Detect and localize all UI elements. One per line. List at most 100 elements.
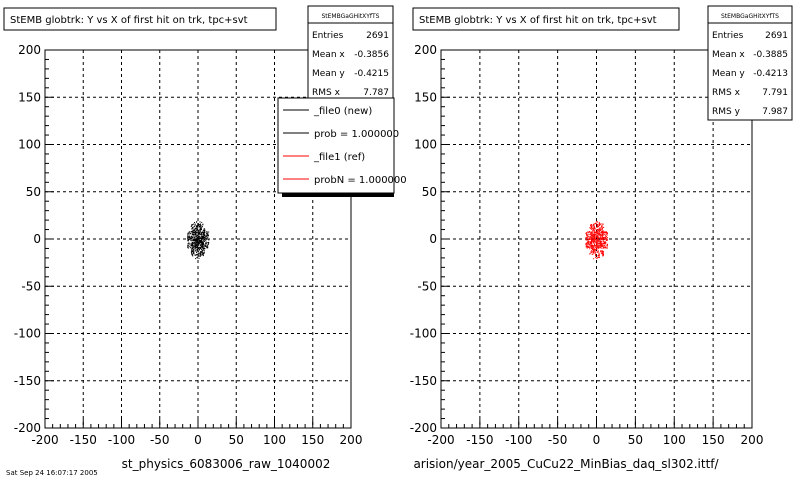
- scatter-point: [600, 245, 602, 247]
- scatter-point: [601, 231, 603, 233]
- scatter-point: [592, 228, 594, 230]
- scatter-point: [204, 240, 205, 242]
- scatter-point: [590, 240, 592, 242]
- scatter-point: [203, 233, 205, 235]
- scatter-point: [599, 228, 601, 230]
- scatter-point: [592, 250, 594, 252]
- scatter-point: [596, 249, 598, 251]
- scatter-point: [596, 241, 598, 243]
- scatter-point: [206, 234, 208, 236]
- y-tick-label: -50: [417, 279, 437, 293]
- scatter-point: [197, 253, 199, 255]
- scatter-point: [603, 238, 605, 240]
- scatter-point: [602, 252, 604, 253]
- scatter-point: [196, 245, 198, 247]
- scatter-point: [588, 239, 590, 240]
- scatter-points: [187, 221, 210, 260]
- scatter-point: [207, 247, 209, 249]
- scatter-point: [593, 258, 595, 260]
- scatter-point: [597, 235, 599, 237]
- scatter-point: [196, 252, 198, 253]
- scatter-point: [589, 233, 591, 235]
- scatter-point: [591, 226, 593, 227]
- scatter-point: [588, 241, 590, 243]
- scatter-point: [599, 227, 601, 229]
- scatter-point: [199, 223, 201, 225]
- scatter-point: [590, 232, 592, 234]
- stats-label: RMS y: [712, 107, 741, 117]
- scatter-point: [593, 239, 595, 241]
- scatter-point: [208, 243, 210, 245]
- scatter-point: [199, 240, 201, 241]
- scatter-point: [190, 242, 192, 244]
- scatter-point: [199, 230, 201, 232]
- scatter-point: [598, 227, 600, 229]
- scatter-point: [193, 238, 195, 240]
- scatter-point: [600, 247, 602, 249]
- scatter-point: [201, 226, 203, 228]
- scatter-point: [203, 238, 205, 240]
- scatter-point: [195, 258, 197, 260]
- scatter-point: [588, 231, 589, 233]
- scatter-point: [592, 241, 594, 243]
- scatter-point: [606, 232, 607, 234]
- scatter-point: [206, 231, 208, 232]
- scatter-point: [593, 247, 595, 249]
- scatter-point: [593, 251, 595, 253]
- scatter-point: [189, 247, 191, 249]
- scatter-point: [605, 241, 607, 243]
- scatter-point: [601, 239, 603, 241]
- scatter-point: [602, 234, 604, 236]
- scatter-point: [192, 230, 194, 232]
- scatter-point: [202, 244, 204, 246]
- scatter-point: [586, 242, 587, 244]
- scatter-point: [604, 247, 606, 249]
- scatter-point: [600, 234, 601, 236]
- y-tick-label: -50: [21, 279, 41, 293]
- scatter-point: [197, 238, 199, 240]
- scatter-point: [603, 239, 604, 241]
- scatter-point: [201, 248, 203, 250]
- scatter-point: [587, 233, 589, 235]
- scatter-point: [591, 240, 593, 242]
- scatter-point: [200, 242, 202, 244]
- scatter-point: [192, 238, 194, 240]
- x-tick-label: -100: [505, 433, 532, 447]
- scatter-point: [207, 235, 209, 237]
- scatter-point: [596, 239, 598, 241]
- scatter-point: [200, 226, 201, 228]
- scatter-point: [204, 244, 206, 246]
- scatter-point: [190, 243, 192, 245]
- scatter-point: [590, 245, 592, 247]
- scatter-point: [201, 252, 202, 254]
- scatter-point: [600, 228, 602, 230]
- scatter-point: [588, 231, 590, 233]
- scatter-point: [193, 243, 195, 245]
- stats-label: Mean x: [712, 50, 745, 60]
- scatter-point: [595, 244, 597, 246]
- scatter-point: [599, 256, 600, 258]
- scatter-point: [589, 241, 591, 243]
- scatter-point: [197, 229, 199, 231]
- scatter-point: [593, 249, 595, 251]
- scatter-point: [604, 240, 606, 242]
- scatter-point: [200, 251, 202, 253]
- scatter-point: [589, 237, 591, 239]
- scatter-point: [598, 246, 600, 248]
- scatter-point: [191, 239, 193, 241]
- scatter-point: [187, 245, 189, 247]
- legend-label: _file0 (new): [313, 106, 372, 117]
- scatter-point: [602, 240, 604, 242]
- scatter-point: [601, 235, 603, 237]
- scatter-point: [603, 245, 605, 247]
- scatter-point: [199, 248, 200, 250]
- scatter-point: [594, 250, 596, 252]
- scatter-point: [596, 240, 598, 242]
- scatter-point: [601, 234, 603, 236]
- scatter-point: [191, 228, 193, 230]
- stats-box-name: StEMBGaGHitXYfTS: [321, 13, 379, 20]
- scatter-point: [194, 254, 196, 256]
- scatter-point: [201, 250, 203, 252]
- scatter-point: [599, 237, 601, 239]
- scatter-point: [200, 240, 202, 242]
